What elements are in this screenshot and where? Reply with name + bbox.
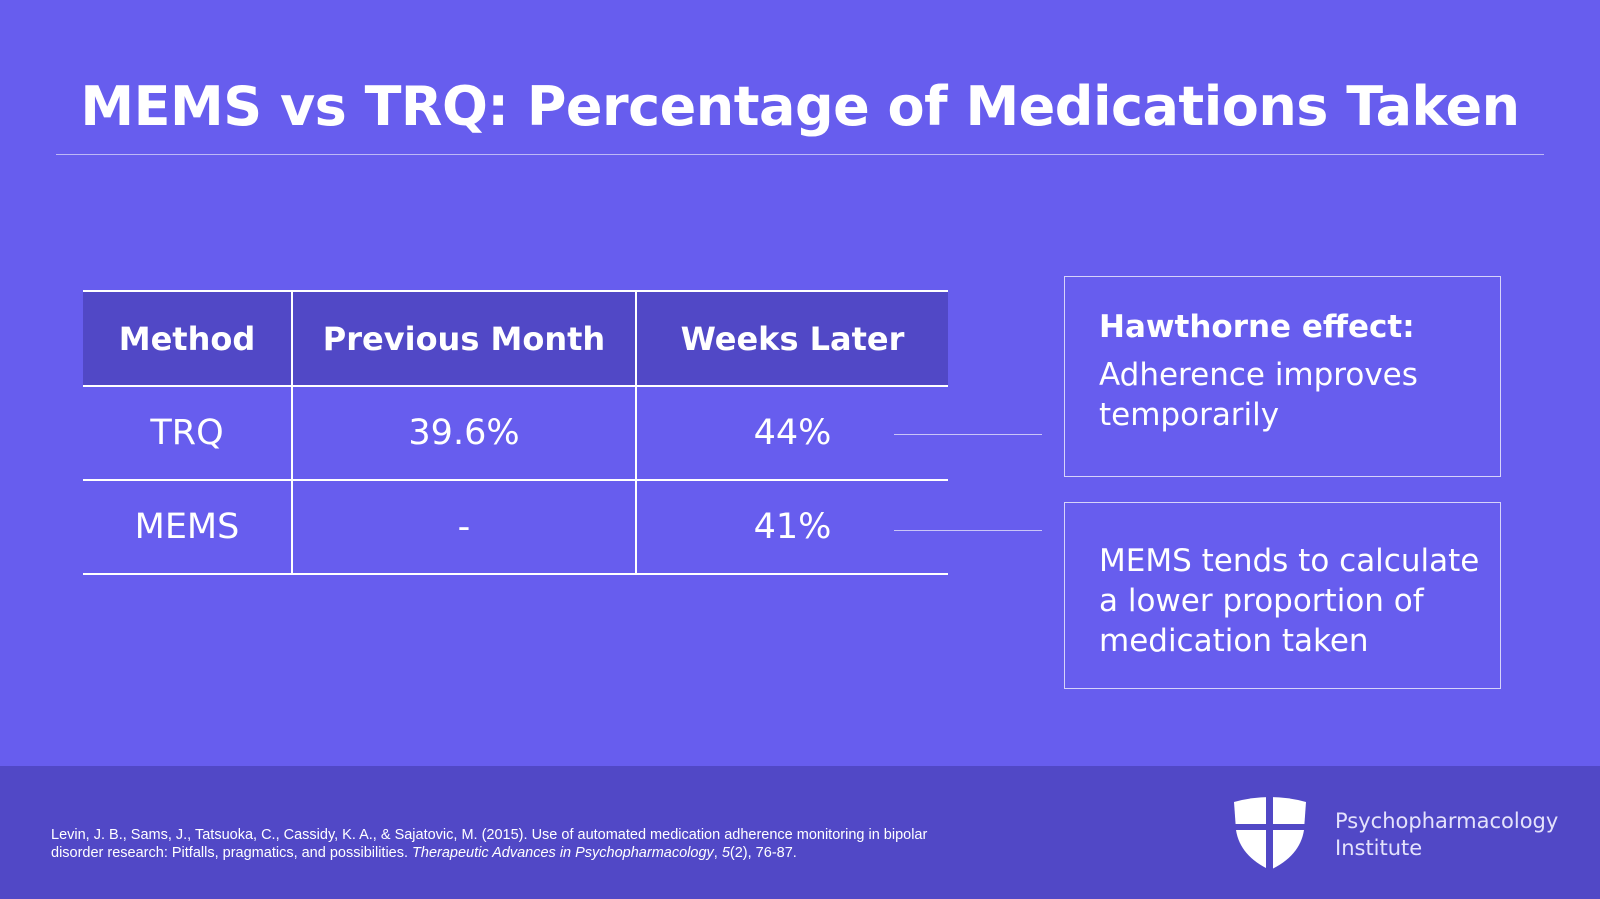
logo-wordmark: Psychopharmacology Institute — [1335, 808, 1558, 862]
shield-icon — [1234, 796, 1306, 870]
footer: Levin, J. B., Sams, J., Tatsuoka, C., Ca… — [0, 766, 1600, 899]
logo-line-2: Institute — [1335, 836, 1423, 860]
header-weeks-later: Weeks Later — [635, 290, 948, 387]
cell-previous-month: 39.6% — [291, 386, 636, 481]
header-previous-month: Previous Month — [291, 290, 636, 387]
note-body: Adherence improves temporarily — [1099, 357, 1418, 433]
cell-method: MEMS — [83, 480, 292, 575]
citation-volume: 5 — [721, 845, 730, 861]
note-hawthorne-effect: Hawthorne effect: Adherence improves tem… — [1064, 276, 1501, 477]
table-header-row: Method Previous Month Weeks Later — [83, 290, 948, 387]
table-row: TRQ 39.6% 44% — [83, 386, 948, 481]
connector-line-trq — [894, 434, 1042, 435]
citation-pages: (2), 76-87. — [729, 845, 797, 861]
slide-title: MEMS vs TRQ: Percentage of Medications T… — [80, 75, 1520, 138]
logo-line-1: Psychopharmacology — [1335, 809, 1559, 833]
citation-text: Levin, J. B., Sams, J., Tatsuoka, C., Ca… — [51, 827, 928, 861]
cell-weeks-later: 44% — [635, 386, 948, 481]
title-divider — [56, 154, 1544, 155]
cell-method: TRQ — [83, 386, 292, 481]
table-row: MEMS - 41% — [83, 480, 948, 575]
citation-journal: Therapeutic Advances in Psychopharmacolo… — [412, 845, 714, 861]
connector-line-mems — [894, 530, 1042, 531]
cell-previous-month: - — [291, 480, 636, 575]
note-body: MEMS tends to calculate a lower proporti… — [1099, 543, 1480, 659]
comparison-table: Method Previous Month Weeks Later TRQ 39… — [83, 290, 948, 575]
citation: Levin, J. B., Sams, J., Tatsuoka, C., Ca… — [51, 827, 928, 861]
note-mems-lower: MEMS tends to calculate a lower proporti… — [1064, 502, 1501, 689]
cell-weeks-later: 41% — [635, 480, 948, 575]
header-method: Method — [83, 290, 292, 387]
note-heading: Hawthorne effect: — [1099, 309, 1415, 345]
